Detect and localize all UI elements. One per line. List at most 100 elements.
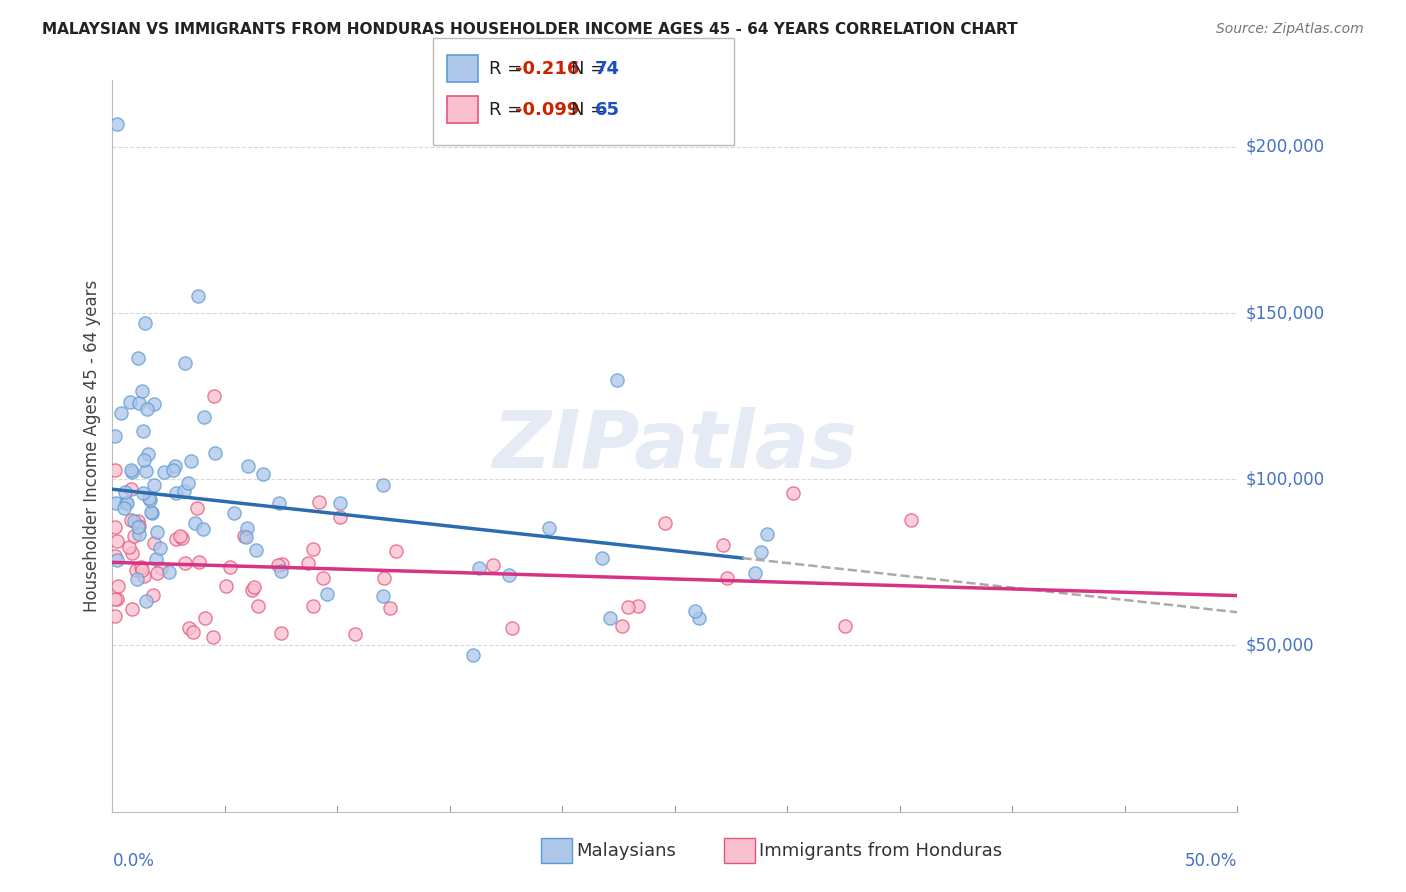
Immigrants from Honduras [194,611,217,625]
Malaysians [105,553,128,567]
Immigrants from Honduras [104,592,127,607]
Text: -0.099: -0.099 [515,101,579,119]
Malaysians [121,466,143,480]
Malaysians [105,116,128,130]
Immigrants from Honduras [214,579,236,593]
Text: R =: R = [489,60,523,78]
Malaysians [187,289,209,303]
Malaysians [184,516,207,530]
Malaysians [498,567,520,582]
Malaysians [163,459,186,474]
Immigrants from Honduras [124,529,146,543]
Malaysians [270,564,292,578]
Immigrants from Honduras [104,519,127,533]
Immigrants from Honduras [373,571,395,585]
Immigrants from Honduras [202,389,225,403]
Malaysians [141,506,163,520]
Immigrants from Honduras [617,599,640,614]
Immigrants from Honduras [129,560,152,574]
Immigrants from Honduras [308,495,330,509]
Text: 0.0%: 0.0% [112,852,155,870]
Text: N =: N = [571,60,605,78]
Malaysians [112,501,135,516]
Immigrants from Honduras [654,516,676,530]
Malaysians [371,477,394,491]
Immigrants from Honduras [610,619,633,633]
Malaysians [463,648,485,663]
Malaysians [145,552,167,566]
Immigrants from Honduras [900,513,922,527]
Immigrants from Honduras [125,563,148,577]
Malaysians [749,545,772,559]
Immigrants from Honduras [107,578,129,592]
Malaysians [599,610,621,624]
Immigrants from Honduras [104,608,127,623]
Malaysians [744,566,766,580]
Malaysians [110,406,132,420]
Malaysians [606,372,628,386]
Text: R =: R = [489,101,523,119]
Immigrants from Honduras [131,563,153,577]
Text: $150,000: $150,000 [1246,304,1324,322]
Immigrants from Honduras [118,540,141,554]
Text: 50.0%: 50.0% [1185,852,1237,870]
Immigrants from Honduras [105,533,128,548]
Text: Malaysians: Malaysians [576,842,676,860]
Immigrants from Honduras [179,621,201,635]
Malaysians [222,506,245,520]
Malaysians [329,496,352,510]
Malaysians [269,496,291,510]
Malaysians [134,316,156,330]
Immigrants from Honduras [385,544,408,558]
Malaysians [128,526,150,541]
Text: $200,000: $200,000 [1246,137,1324,156]
Immigrants from Honduras [120,482,142,496]
Immigrants from Honduras [247,599,270,613]
Immigrants from Honduras [711,538,734,552]
Malaysians [683,604,706,618]
Immigrants from Honduras [329,510,352,524]
Malaysians [371,589,394,603]
Immigrants from Honduras [202,631,225,645]
Immigrants from Honduras [170,531,193,545]
Immigrants from Honduras [173,556,195,570]
Malaysians [114,485,136,500]
Immigrants from Honduras [121,602,143,616]
Malaysians [252,467,274,481]
Text: MALAYSIAN VS IMMIGRANTS FROM HONDURAS HOUSEHOLDER INCOME AGES 45 - 64 YEARS CORR: MALAYSIAN VS IMMIGRANTS FROM HONDURAS HO… [42,22,1018,37]
Immigrants from Honduras [270,626,292,640]
Immigrants from Honduras [311,570,333,584]
Malaysians [180,454,202,468]
Malaysians [177,476,200,491]
Malaysians [316,587,339,601]
Malaysians [193,410,215,425]
Malaysians [146,524,169,539]
Malaysians [115,496,138,510]
Immigrants from Honduras [297,556,319,570]
Immigrants from Honduras [132,568,155,582]
Immigrants from Honduras [127,514,149,528]
Immigrants from Honduras [302,542,325,557]
Malaysians [136,447,159,461]
Text: $50,000: $50,000 [1246,637,1315,655]
Malaysians [173,356,195,370]
Text: N =: N = [571,101,605,119]
Immigrants from Honduras [149,560,172,574]
Immigrants from Honduras [626,599,648,613]
Immigrants from Honduras [104,463,127,477]
Immigrants from Honduras [121,545,143,559]
Immigrants from Honduras [344,627,367,641]
Immigrants from Honduras [243,581,266,595]
Malaysians [132,424,155,438]
Immigrants from Honduras [186,500,208,515]
Immigrants from Honduras [501,621,523,635]
Malaysians [141,505,163,519]
Immigrants from Honduras [232,528,254,542]
Text: -0.216: -0.216 [515,60,579,78]
Malaysians [105,495,128,509]
Malaysians [131,384,153,398]
Malaysians [125,573,148,587]
Malaysians [538,521,561,535]
Malaysians [467,561,489,575]
Malaysians [132,453,155,467]
